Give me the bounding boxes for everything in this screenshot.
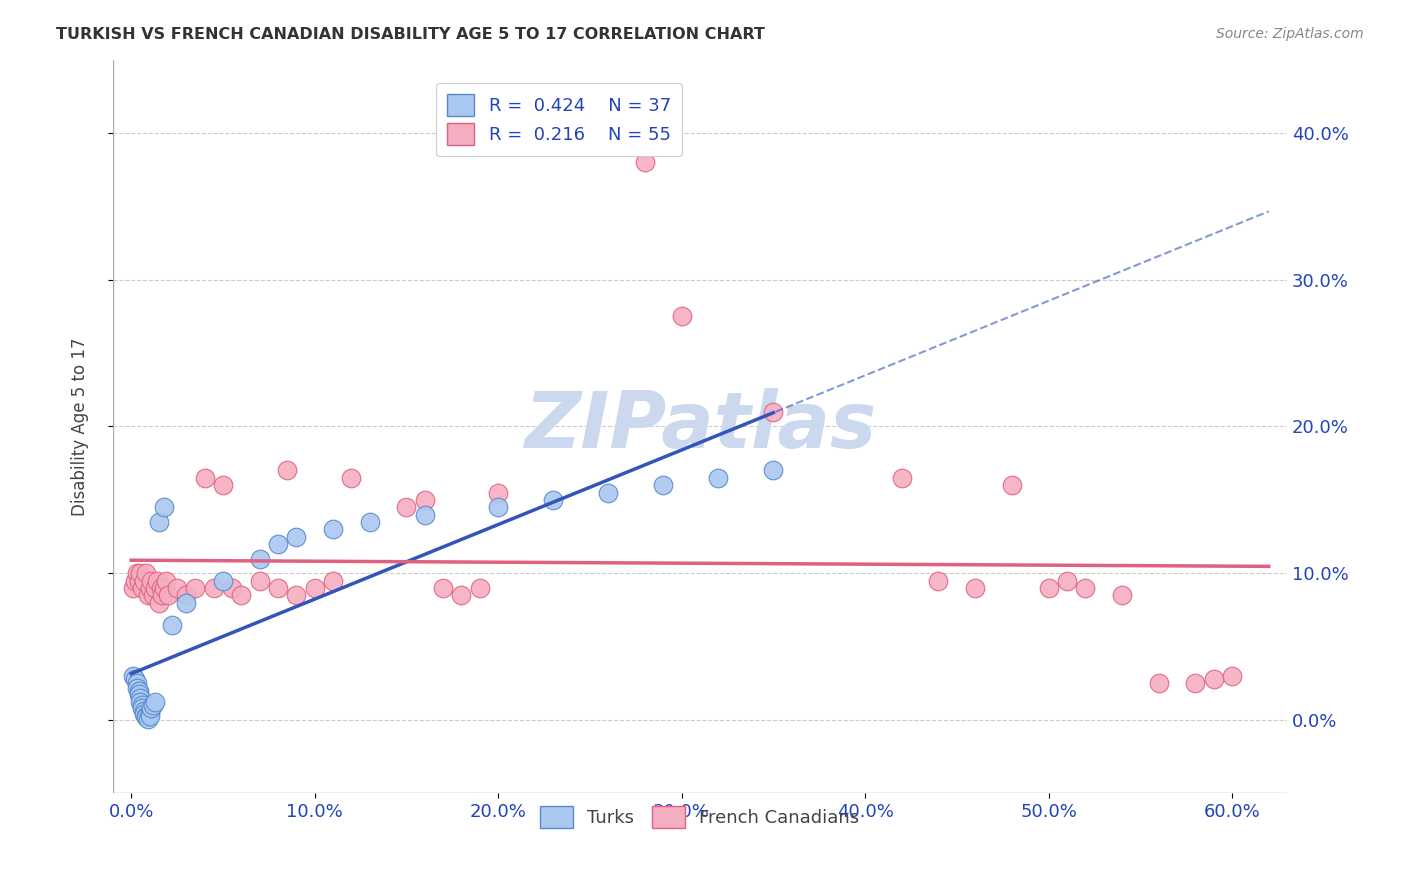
Point <box>762 405 785 419</box>
Point <box>359 515 381 529</box>
Point <box>395 500 418 515</box>
Point <box>174 588 197 602</box>
Point <box>890 471 912 485</box>
Point <box>148 596 170 610</box>
Point <box>160 617 183 632</box>
Point <box>486 500 509 515</box>
Point <box>156 588 179 602</box>
Point <box>153 500 176 515</box>
Point <box>965 581 987 595</box>
Point <box>150 588 173 602</box>
Point <box>129 566 152 581</box>
Point <box>128 687 150 701</box>
Point <box>143 581 166 595</box>
Point <box>267 581 290 595</box>
Point <box>1038 581 1060 595</box>
Point <box>155 574 177 588</box>
Point <box>322 522 344 536</box>
Point <box>153 581 176 595</box>
Point <box>194 471 217 485</box>
Point <box>413 508 436 522</box>
Point <box>149 581 172 595</box>
Point <box>1184 676 1206 690</box>
Point <box>249 574 271 588</box>
Point <box>125 681 148 695</box>
Point <box>652 478 675 492</box>
Point <box>136 588 159 602</box>
Point <box>128 574 150 588</box>
Point <box>174 596 197 610</box>
Point <box>450 588 472 602</box>
Point <box>202 581 225 595</box>
Text: Source: ZipAtlas.com: Source: ZipAtlas.com <box>1216 27 1364 41</box>
Point <box>1147 676 1170 690</box>
Point <box>762 463 785 477</box>
Point <box>184 581 207 595</box>
Point <box>135 708 157 723</box>
Point <box>1202 672 1225 686</box>
Point <box>231 588 253 602</box>
Point <box>432 581 454 595</box>
Point <box>132 707 155 722</box>
Point <box>1074 581 1097 595</box>
Point <box>131 701 153 715</box>
Point <box>166 581 188 595</box>
Point <box>322 574 344 588</box>
Point <box>122 581 145 595</box>
Point <box>129 690 152 705</box>
Point <box>413 492 436 507</box>
Point <box>129 695 152 709</box>
Point <box>486 485 509 500</box>
Point <box>136 712 159 726</box>
Point <box>142 698 165 713</box>
Point <box>131 581 153 595</box>
Point <box>468 581 491 595</box>
Point <box>131 698 153 713</box>
Y-axis label: Disability Age 5 to 17: Disability Age 5 to 17 <box>72 337 89 516</box>
Point <box>1056 574 1078 588</box>
Point <box>634 155 657 169</box>
Point <box>340 471 363 485</box>
Point <box>285 588 308 602</box>
Point <box>927 574 949 588</box>
Point <box>142 588 165 602</box>
Point <box>148 515 170 529</box>
Point <box>122 669 145 683</box>
Point <box>138 708 160 723</box>
Point <box>125 566 148 581</box>
Point <box>304 581 326 595</box>
Point <box>132 574 155 588</box>
Point <box>598 485 620 500</box>
Point <box>135 566 157 581</box>
Point <box>138 581 160 595</box>
Point <box>1111 588 1133 602</box>
Point <box>221 581 243 595</box>
Point <box>141 574 163 588</box>
Point <box>249 551 271 566</box>
Point <box>124 672 146 686</box>
Point <box>671 310 693 324</box>
Point <box>267 537 290 551</box>
Point <box>212 478 235 492</box>
Point <box>128 683 150 698</box>
Text: ZIPatlas: ZIPatlas <box>524 389 876 465</box>
Point <box>541 492 564 507</box>
Point <box>141 701 163 715</box>
Point <box>124 574 146 588</box>
Point <box>212 574 235 588</box>
Point <box>146 574 169 588</box>
Point <box>125 676 148 690</box>
Point <box>135 710 157 724</box>
Point <box>138 706 160 720</box>
Point <box>143 695 166 709</box>
Text: TURKISH VS FRENCH CANADIAN DISABILITY AGE 5 TO 17 CORRELATION CHART: TURKISH VS FRENCH CANADIAN DISABILITY AG… <box>56 27 765 42</box>
Point <box>707 471 730 485</box>
Point <box>132 704 155 718</box>
Point <box>1220 669 1243 683</box>
Point <box>276 463 298 477</box>
Legend: Turks, French Canadians: Turks, French Canadians <box>533 799 866 836</box>
Point <box>1001 478 1024 492</box>
Point <box>285 529 308 543</box>
